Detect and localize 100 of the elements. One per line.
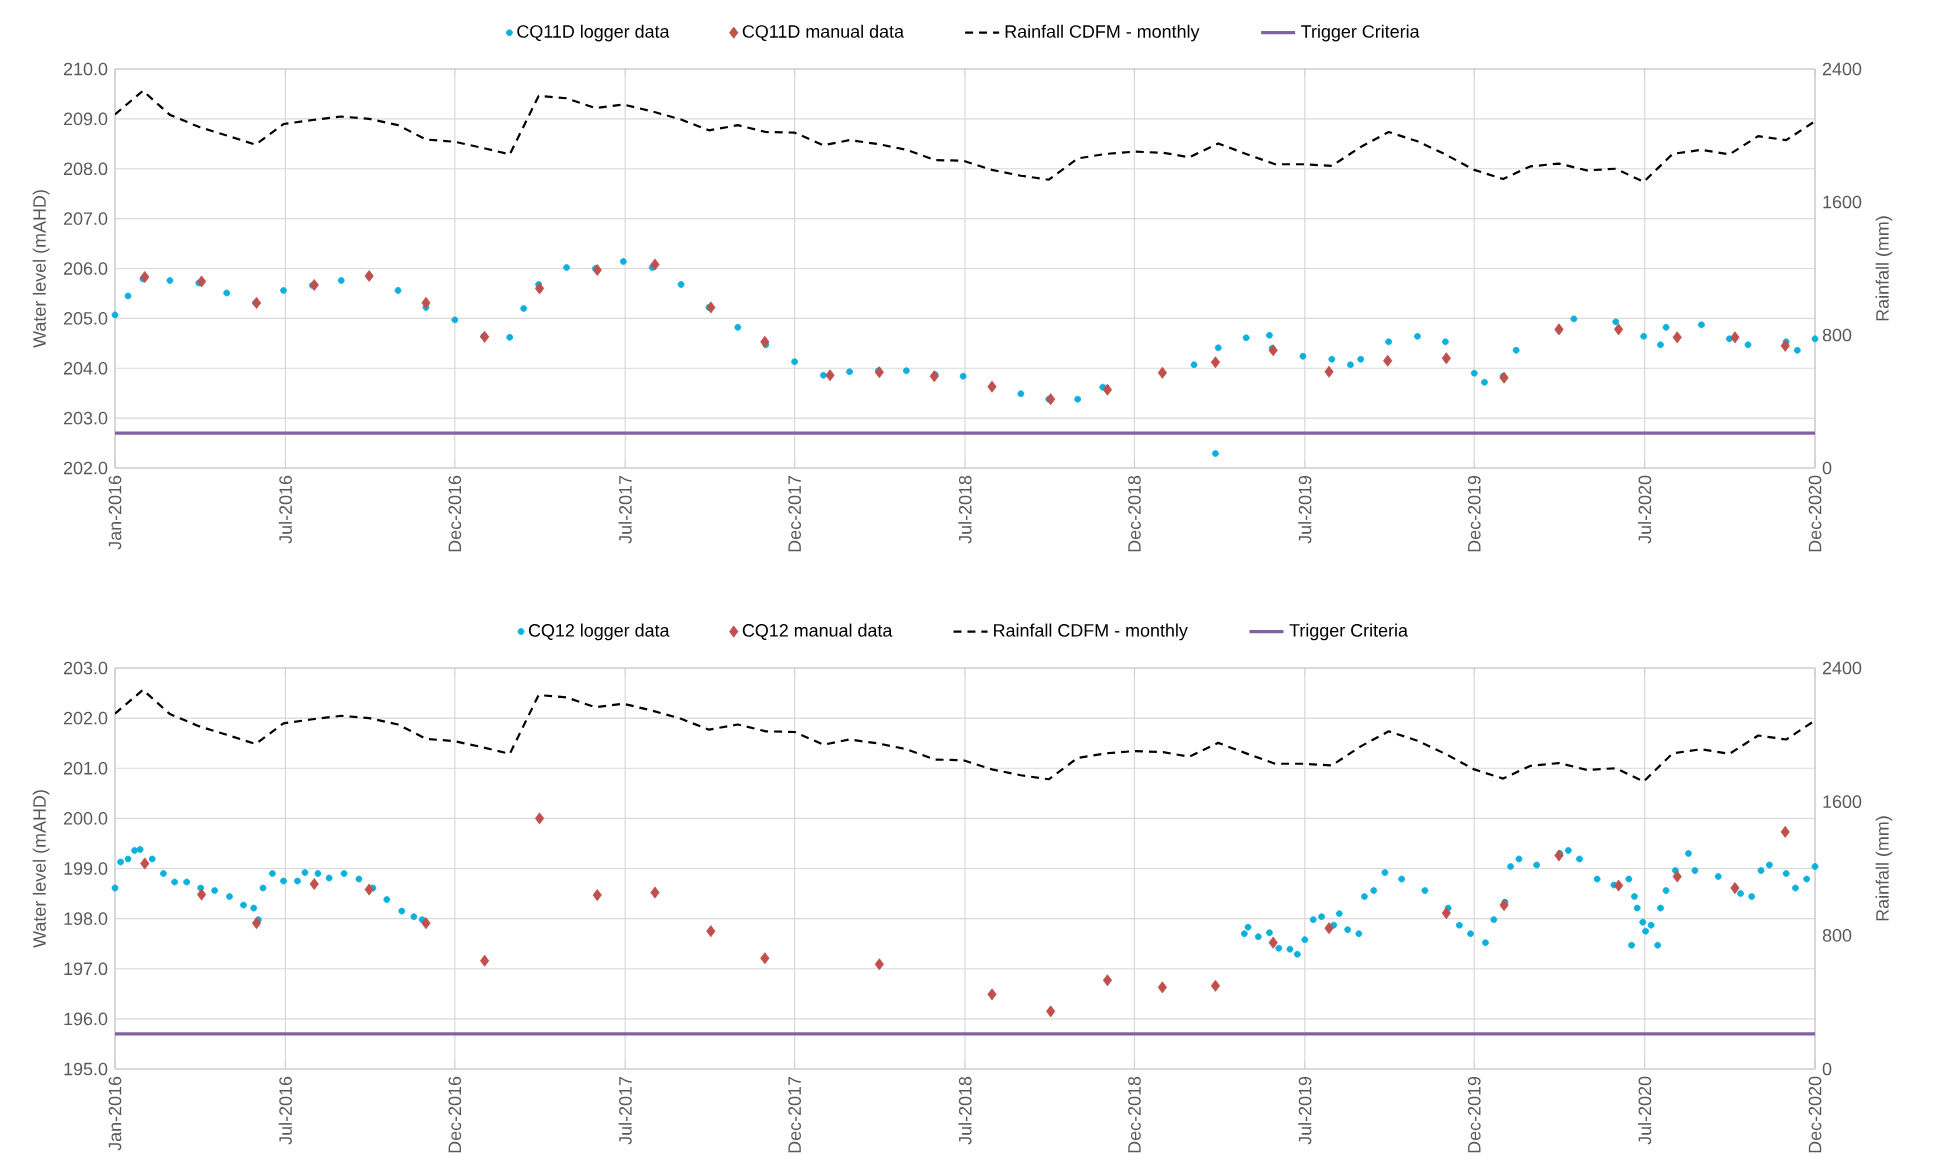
x-tick-label: Dec-2016 (448, 1076, 462, 1153)
point (1613, 323, 1624, 336)
point (1441, 352, 1451, 365)
x-tick-label: Jul-2019 (1298, 1076, 1312, 1145)
y-tick-label: 200.0 (63, 812, 108, 825)
x-tick-label: Dec-2019 (1467, 475, 1481, 552)
point (1102, 974, 1113, 987)
point (1730, 331, 1740, 344)
legend-label: Trigger Criteria (1289, 623, 1408, 641)
point (421, 296, 431, 309)
y-tick-label: 203.0 (63, 661, 108, 675)
point (1780, 339, 1790, 352)
point (140, 857, 150, 870)
y-tick-label: 206.0 (63, 262, 108, 275)
point (251, 917, 262, 930)
point (1268, 936, 1278, 949)
y-tick-label: 202.0 (63, 461, 108, 475)
x-tick-label: Jul-2018 (958, 1076, 972, 1145)
legend-label: Trigger Criteria (1301, 24, 1420, 42)
point (1780, 825, 1790, 838)
point (650, 886, 660, 899)
point (534, 282, 545, 295)
y-tick-label: 195.0 (64, 1062, 108, 1076)
x-tick-label: Jul-2020 (1638, 475, 1652, 544)
x-tick-label: Jul-2020 (1638, 1076, 1652, 1145)
x-tick-label: Dec-2019 (1467, 1076, 1481, 1153)
y-axis-title: Water level (mAHD) (32, 190, 50, 348)
point (1210, 356, 1221, 369)
x-tick-label: Jul-2016 (278, 1076, 292, 1145)
point (929, 370, 939, 383)
y-axis-title: Water level (mAHD) (32, 790, 50, 948)
point (1046, 1005, 1056, 1018)
x-tick-label: Jul-2016 (278, 475, 292, 544)
y-tick-label: 207.0 (63, 212, 108, 225)
y-tick-label: 204.0 (63, 361, 108, 375)
point (1499, 371, 1509, 384)
y2-tick-label: 800 (1822, 928, 1852, 942)
x-tick-label: Jul-2018 (958, 475, 972, 544)
y2-axis-title: Rainfall (mm) (1875, 216, 1893, 321)
y-tick-label: 197.0 (64, 962, 108, 976)
x-tick-label: Jul-2019 (1298, 475, 1312, 544)
point (1499, 899, 1509, 912)
x-tick-label: Dec-2017 (788, 475, 801, 552)
x-tick-label: Dec-2016 (448, 475, 462, 552)
legend-label: CQ12 logger data (528, 623, 670, 641)
x-tick-label: Jan-2016 (108, 1076, 122, 1151)
point (1324, 922, 1334, 935)
y2-tick-label: 0 (1822, 1062, 1832, 1076)
point (874, 366, 884, 379)
x-tick-label: Dec-2020 (1808, 1076, 1822, 1153)
point (592, 889, 602, 902)
y-tick-label: 198.0 (64, 912, 108, 925)
point (825, 369, 835, 382)
y2-tick-label: 2400 (1822, 661, 1862, 675)
legend-label: Rainfall CDFM - monthly (994, 623, 1188, 641)
x-tick-label: Dec-2020 (1808, 475, 1822, 552)
point (1730, 882, 1740, 895)
point (309, 878, 319, 891)
point (1210, 979, 1221, 992)
y-tick-label: 196.0 (64, 1012, 108, 1026)
point (1672, 331, 1682, 344)
legend-label: Rainfall CDFM - monthly (1005, 24, 1200, 42)
point (197, 275, 207, 288)
y-tick-label: 209.0 (63, 112, 108, 126)
point (1383, 354, 1393, 367)
point (480, 954, 490, 967)
y2-tick-label: 0 (1822, 461, 1832, 475)
x-tick-label: Dec-2018 (1128, 1076, 1141, 1153)
point (987, 988, 997, 1001)
x-tick-label: Jul-2017 (618, 475, 632, 544)
point (650, 258, 660, 271)
y2-tick-label: 1600 (1823, 195, 1862, 209)
point (1554, 849, 1564, 862)
y-tick-label: 205.0 (63, 312, 108, 325)
legend-label: CQ11D logger data (517, 24, 670, 42)
legend-label: CQ11D manual data (742, 24, 905, 42)
point (534, 812, 545, 825)
y-tick-label: 208.0 (63, 162, 108, 176)
point (874, 958, 884, 971)
y-tick-label: 201.0 (63, 761, 108, 775)
x-tick-label: Dec-2017 (788, 1076, 801, 1153)
point (1157, 366, 1167, 379)
x-tick-label: Jul-2017 (618, 1076, 632, 1145)
point (140, 271, 150, 283)
y-tick-label: 203.0 (63, 411, 108, 425)
y-tick-label: 202.0 (63, 711, 108, 725)
y-tick-label: 199.0 (64, 862, 108, 875)
x-tick-label: Jan-2016 (108, 475, 122, 550)
point (706, 925, 716, 938)
y2-tick-label: 1600 (1823, 795, 1862, 809)
point (760, 335, 770, 348)
point (1672, 870, 1682, 883)
point (1324, 365, 1334, 378)
point (309, 278, 319, 291)
point (1157, 981, 1167, 994)
y-tick-label: 210.0 (63, 62, 108, 76)
point (592, 264, 602, 276)
x-tick-label: Dec-2018 (1128, 475, 1141, 552)
line-series (115, 89, 1816, 183)
y2-tick-label: 800 (1822, 328, 1852, 342)
